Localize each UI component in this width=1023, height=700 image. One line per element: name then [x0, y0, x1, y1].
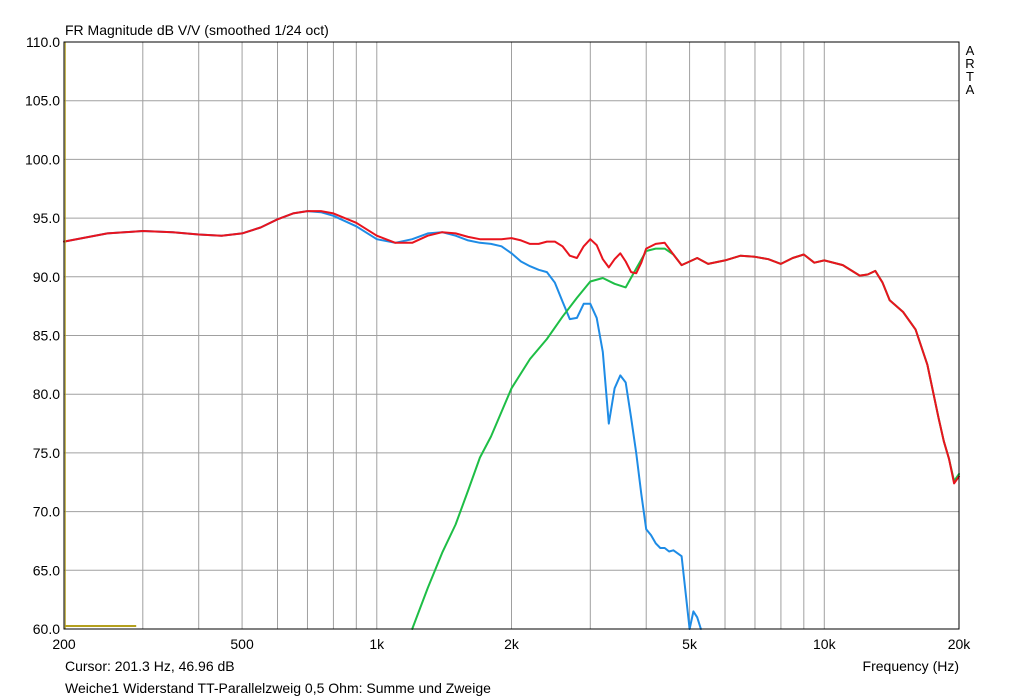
chart-caption: Weiche1 Widerstand TT-Parallelzweig 0,5 … [65, 680, 491, 696]
y-tick-label: 60.0 [33, 621, 60, 637]
y-tick-label: 110.0 [26, 34, 60, 50]
y-tick-label: 65.0 [33, 562, 60, 578]
series-line-sum [63, 210, 960, 485]
x-tick-label: 200 [52, 636, 76, 652]
y-tick-label: 75.0 [33, 445, 60, 461]
y-tick-label: 85.0 [33, 328, 60, 344]
grid-lines [64, 42, 959, 629]
x-tick-label: 500 [230, 636, 254, 652]
y-tick-label: 95.0 [33, 210, 60, 226]
cursor-readout: Cursor: 201.3 Hz, 46.96 dB [65, 658, 235, 674]
y-tick-label: 105.0 [25, 93, 60, 109]
tick-labels: 60.0 65.0 70.0 75.0 80.0 85.0 90.0 95.0 100.0 105… [25, 34, 971, 652]
x-axis-label: Frequency (Hz) [862, 658, 959, 674]
series-line-tweeter [411, 247, 960, 630]
plot-frame [63, 41, 960, 630]
brand-letter: A [965, 82, 975, 97]
brand-letter: R [965, 56, 975, 71]
x-tick-label: 20k [948, 636, 972, 652]
y-tick-label: 100.0 [25, 151, 60, 167]
x-tick-label: 1k [369, 636, 385, 652]
y-tick-label: 90.0 [33, 269, 60, 285]
x-tick-label: 2k [504, 636, 520, 652]
brand-letter: T [966, 69, 974, 84]
y-tick-label: 70.0 [33, 504, 60, 520]
chart-title: FR Magnitude dB V/V (smoothed 1/24 oct) [65, 22, 329, 38]
series-lines [63, 42, 960, 630]
series-line-woofer [63, 210, 702, 630]
x-tick-label: 5k [682, 636, 698, 652]
x-tick-label: 10k [813, 636, 837, 652]
brand-letter: A [965, 43, 975, 58]
y-tick-label: 80.0 [33, 386, 60, 402]
brand-mark: A R T A [964, 44, 976, 96]
